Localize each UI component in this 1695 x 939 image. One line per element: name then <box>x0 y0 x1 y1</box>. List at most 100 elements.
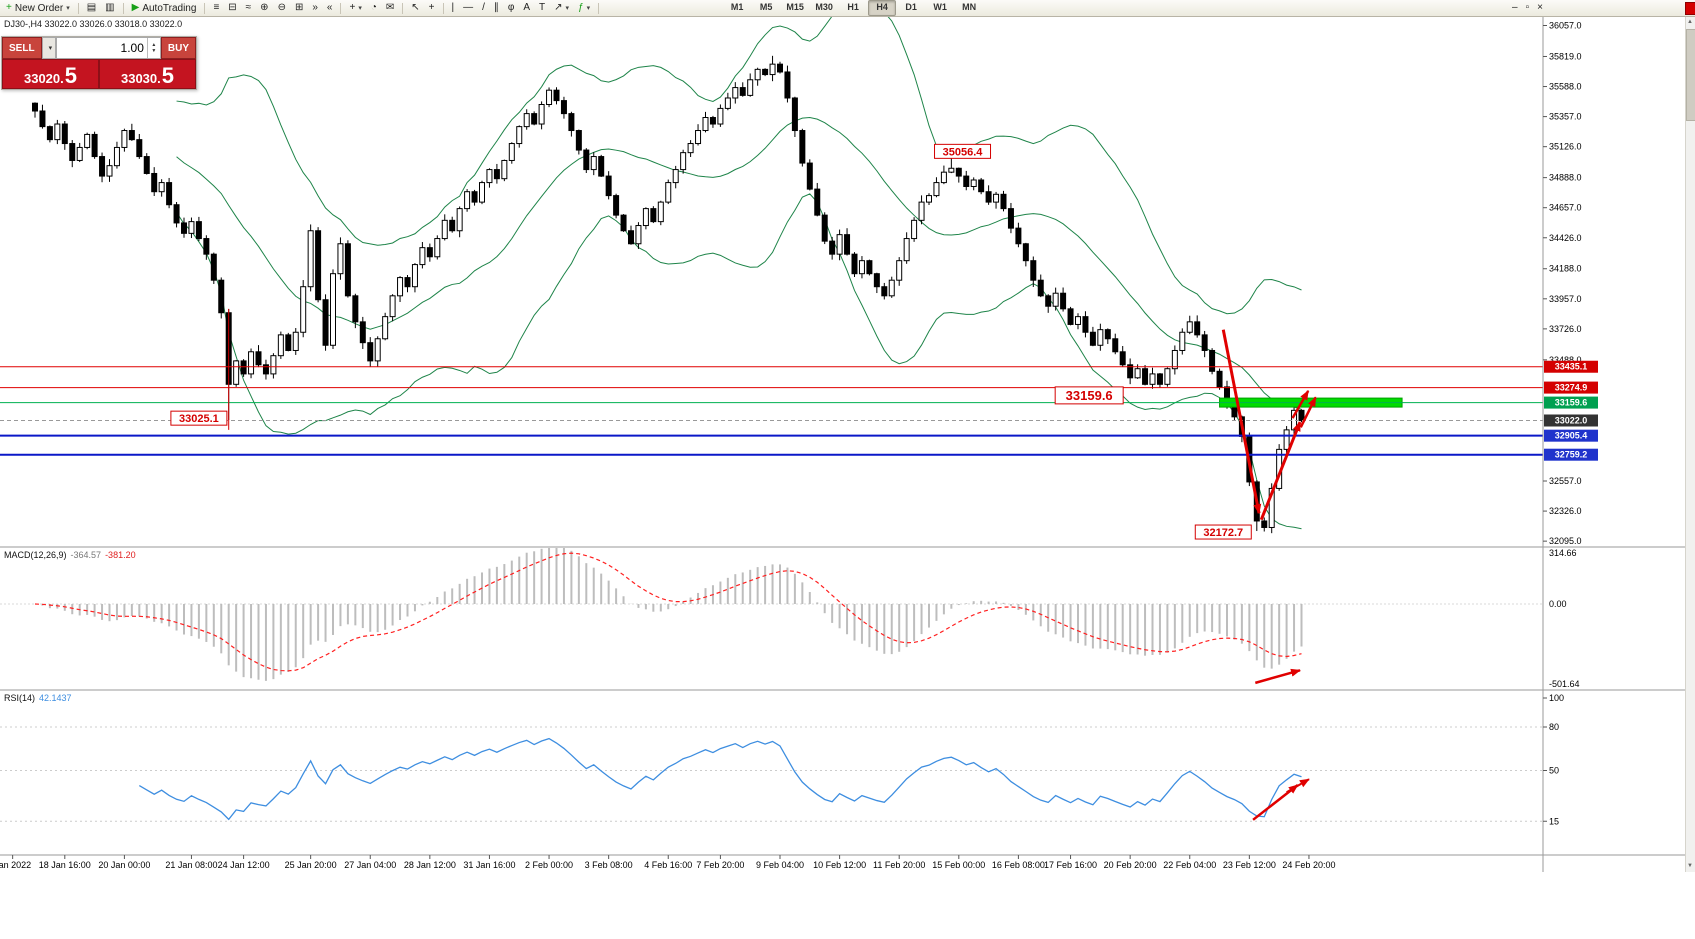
scrollbar-thumb[interactable] <box>1686 29 1695 121</box>
axis-price-chip: 32905.4 <box>1555 431 1588 441</box>
price-axis-label: 32326.0 <box>1549 506 1582 516</box>
lot-size-field[interactable]: 1.00 ▲ ▼ <box>55 37 161 59</box>
callout-box-32172.7[interactable] <box>1194 524 1252 540</box>
minimize-chart-icon[interactable]: – <box>1512 2 1518 13</box>
time-axis-label: 3 Feb 08:00 <box>585 860 633 870</box>
vertical-line-icon[interactable]: | <box>451 2 455 13</box>
timeframe-mn[interactable]: MN <box>962 2 977 12</box>
time-axis-label: 20 Jan 00:00 <box>98 860 150 870</box>
new-order-button[interactable]: + New Order ▾ <box>6 2 70 14</box>
fibonacci-icon[interactable]: φ <box>507 2 515 13</box>
timeframe-m15[interactable]: M15 <box>786 2 804 12</box>
timeframe-w1[interactable]: W1 <box>933 2 947 12</box>
axis-price-chip: 33274.9 <box>1555 383 1588 393</box>
svg-text:32172.7: 32172.7 <box>1203 527 1243 539</box>
timeframe-h1[interactable]: H1 <box>847 2 859 12</box>
text-icon[interactable]: A <box>523 2 531 13</box>
callout-box-33025.1[interactable] <box>170 410 228 426</box>
time-axis-label: 25 Jan 20:00 <box>285 860 337 870</box>
crosshair-icon[interactable]: + <box>428 2 435 13</box>
rsi-value: 42.1437 <box>39 693 72 703</box>
timeframe-d1[interactable]: D1 <box>905 2 917 12</box>
trend-arrow[interactable] <box>1299 396 1317 428</box>
one-click-trading-panel: SELL ▾ 1.00 ▲ ▼ BUY 33020. 5 33030. 5 <box>1 36 197 90</box>
price-axis-label: 34426.0 <box>1549 233 1582 243</box>
axis-price-chip: 33022.0 <box>1555 415 1588 425</box>
autotrading-button[interactable]: ▶ AutoTrading <box>131 2 197 14</box>
price-axis-label: 33726.0 <box>1549 324 1582 334</box>
buy-price-main: 33030. <box>120 71 161 86</box>
buy-button[interactable]: BUY <box>160 37 196 59</box>
trend-arrow[interactable] <box>1254 668 1301 685</box>
macd-histogram <box>41 548 1303 681</box>
timeframe-m30[interactable]: M30 <box>815 2 833 12</box>
rsi-name: RSI(14) <box>4 693 36 703</box>
lot-decrease-icon[interactable]: ▼ <box>151 48 157 54</box>
callout-box-33159.6[interactable] <box>1054 386 1124 405</box>
scroll-up-icon[interactable]: ▲ <box>1687 19 1693 25</box>
trendline-icon[interactable]: / <box>482 2 485 13</box>
chart-shift-icon[interactable]: « <box>326 2 333 13</box>
time-axis-label: 31 Jan 16:00 <box>463 860 515 870</box>
arrows-icon[interactable]: ↗ ▾ <box>554 2 570 13</box>
trend-arrow[interactable] <box>1221 329 1262 515</box>
price-callouts[interactable]: 35056.4 33025.1 32172.7 33159.6 <box>170 143 1252 540</box>
callout-box-35056.4[interactable] <box>934 143 992 159</box>
channel-icon[interactable]: ∥ <box>493 2 499 13</box>
price-axis-label: 34188.0 <box>1549 264 1582 274</box>
time-axis-label: 28 Jan 12:00 <box>404 860 456 870</box>
time-axis-label: 15 Feb 00:00 <box>932 860 985 870</box>
horizontal-line-icon[interactable]: — <box>463 2 474 13</box>
timeframe-m1[interactable]: M1 <box>730 2 744 12</box>
line-chart-icon[interactable]: ≈ <box>245 2 252 13</box>
data-window-icon[interactable]: ▥ <box>105 2 115 13</box>
window-controls: – ▫ × <box>1509 0 1546 16</box>
trend-arrow[interactable] <box>1286 778 1310 794</box>
price-axis-label: 35126.0 <box>1549 142 1582 152</box>
trend-arrow[interactable] <box>1291 389 1310 419</box>
time-axis[interactable]: Jan 2022 18 Jan 16:00 20 Jan 00:00 21 Jan 0… <box>0 855 1335 870</box>
new-chart-icon[interactable]: + ▾ <box>349 2 362 13</box>
toolbar-separator <box>122 2 124 14</box>
restore-chart-icon[interactable]: ▫ <box>1525 2 1530 13</box>
sell-price-main: 33020. <box>23 71 64 86</box>
trend-arrow[interactable] <box>1259 421 1302 521</box>
tile-windows-icon[interactable]: ⊞ <box>294 2 304 13</box>
bar-chart-icon[interactable]: ≡ <box>213 2 220 13</box>
mail-icon[interactable]: ✉ <box>385 2 395 13</box>
timeframe-m5[interactable]: M5 <box>759 2 773 12</box>
trade-dropdown-icon[interactable]: ▾ <box>41 37 56 59</box>
zoom-out-icon[interactable]: ⊖ <box>277 2 286 13</box>
close-chart-icon[interactable]: × <box>1537 2 1543 13</box>
candlestick-chart-icon[interactable]: ⊟ <box>228 2 237 13</box>
price-axis-label: 34657.0 <box>1549 203 1582 213</box>
auto-scroll-icon[interactable]: » <box>312 2 318 13</box>
cursor-icon[interactable]: ↖ <box>411 2 420 13</box>
indicators-icon[interactable]: ƒ ▾ <box>578 2 591 13</box>
price-axis-label: 33488.0 <box>1549 355 1582 365</box>
sell-button[interactable]: SELL <box>2 37 42 59</box>
trend-arrows[interactable] <box>1221 329 1317 821</box>
lot-increase-icon[interactable]: ▲ <box>151 42 157 48</box>
price-axis-label: 32557.0 <box>1549 476 1582 486</box>
charts-profile-icon[interactable]: ▤ <box>86 2 97 13</box>
zoom-in-icon[interactable]: ⊕ <box>260 2 269 13</box>
time-axis-label: 24 Jan 12:00 <box>218 860 270 870</box>
axis-price-chip: 32759.2 <box>1555 450 1588 460</box>
buy-price[interactable]: 33030. 5 <box>99 59 196 89</box>
connection-status-icon <box>1685 1 1695 15</box>
label-icon[interactable]: T <box>539 2 546 13</box>
time-axis-label: 24 Feb 20:00 <box>1282 860 1335 870</box>
toolbar-separator <box>204 2 206 14</box>
caret-down-icon: ▾ <box>586 5 591 12</box>
vertical-scrollbar[interactable]: ▲ ▼ <box>1685 16 1695 872</box>
lot-stepper[interactable]: ▲ ▼ <box>146 38 160 58</box>
price-axis[interactable]: 36057.0 35819.0 35588.0 35357.0 35126.0 34888… <box>1543 21 1598 547</box>
refresh-icon[interactable]: ◔ <box>370 2 377 13</box>
time-axis-label: 27 Jan 04:00 <box>344 860 396 870</box>
scroll-down-icon[interactable]: ▼ <box>1687 863 1693 869</box>
sell-price[interactable]: 33020. 5 <box>2 59 99 89</box>
timeframe-h4[interactable]: H4 <box>868 0 897 16</box>
